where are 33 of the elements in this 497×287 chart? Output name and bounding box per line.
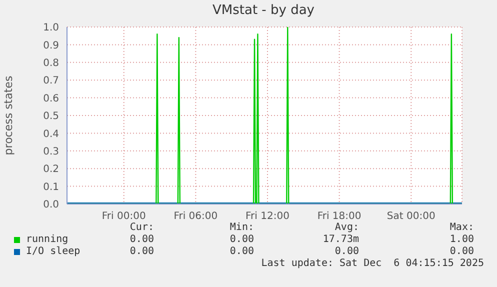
- chart-title: VMstat - by day: [212, 2, 316, 20]
- text: 1.00: [450, 234, 474, 245]
- y-tick-label: 0.2: [43, 164, 59, 176]
- y-tick-label: 0.0: [43, 200, 59, 211]
- legend-label: running: [26, 234, 68, 245]
- x-tick-label: Sat 00:00: [386, 211, 436, 222]
- y-tick-label: 0.6: [43, 93, 59, 104]
- text: 0.00: [334, 246, 359, 257]
- text: Min:: [230, 222, 254, 233]
- x-tick-label: Fri 12:00: [246, 211, 290, 222]
- y-axis-title: process states: [2, 76, 15, 156]
- legend-label: I/O sleep: [26, 246, 80, 257]
- x-tick-label: Fri 00:00: [102, 211, 146, 222]
- text: 0.00: [230, 246, 254, 257]
- text: Last update: Sat Dec 6 04:15:15 2025: [261, 258, 484, 269]
- y-tick-label: 0.4: [43, 128, 59, 140]
- y-tick-label: 0.5: [43, 111, 59, 122]
- text: 0.00: [130, 246, 154, 257]
- y-tick-label: 1.0: [43, 22, 59, 34]
- text: Cur:: [130, 222, 154, 233]
- x-tick-label: Fri 06:00: [174, 211, 218, 222]
- text: 0.00: [130, 234, 154, 245]
- text: 0.00: [450, 246, 474, 257]
- y-tick-label: 0.3: [43, 146, 59, 158]
- y-tick-label: 0.8: [43, 58, 59, 69]
- text: Max:: [450, 222, 474, 233]
- y-tick-label: 0.1: [43, 182, 59, 193]
- text: 0.00: [230, 234, 254, 245]
- x-tick-label: Fri 18:00: [317, 211, 362, 222]
- text: 17.73m: [322, 234, 359, 245]
- text: Avg:: [334, 222, 359, 233]
- y-tick-label: 0.9: [43, 40, 59, 52]
- y-tick-label: 0.7: [43, 76, 59, 87]
